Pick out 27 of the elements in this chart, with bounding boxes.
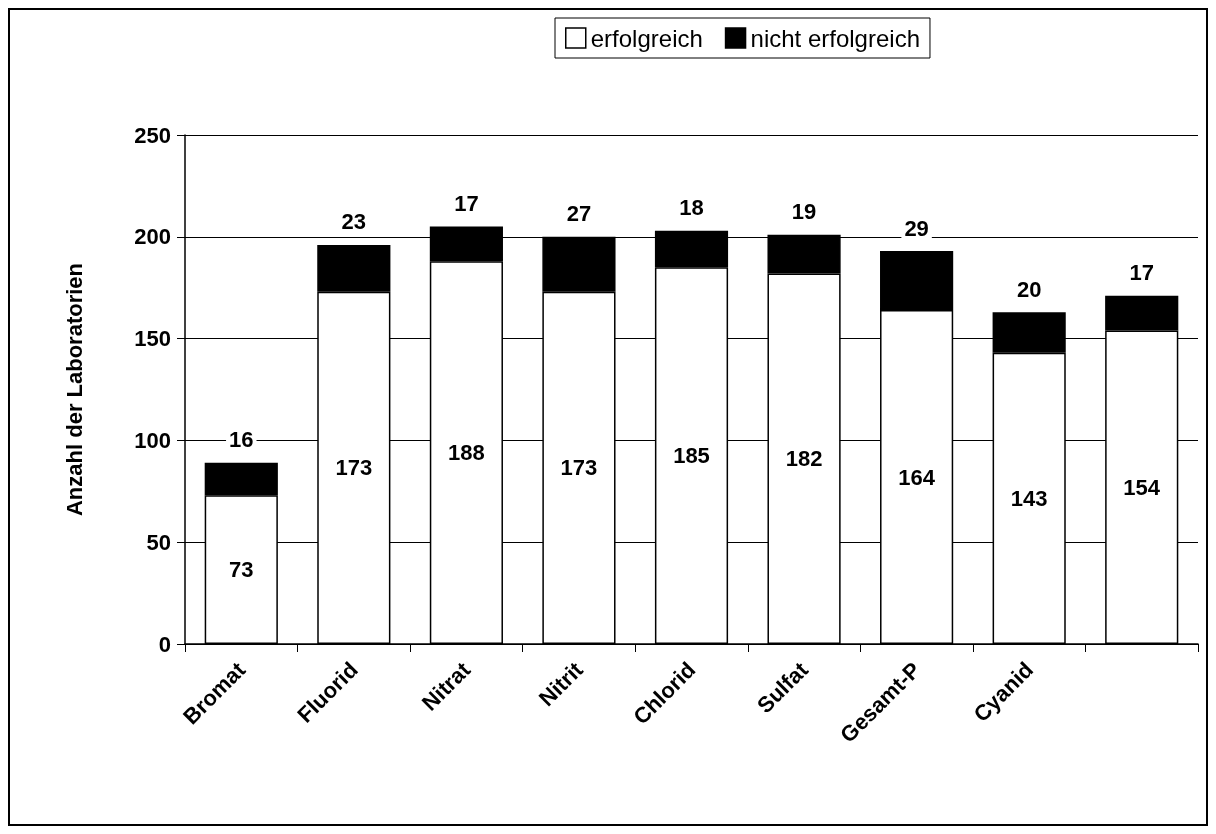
data-label: 19 [791, 199, 817, 225]
legend-label: nicht erfolgreich [750, 24, 920, 52]
data-label: 173 [560, 455, 598, 481]
data-label: 173 [335, 455, 373, 481]
data-label: 143 [1010, 485, 1048, 511]
data-label: 154 [1123, 474, 1161, 500]
data-label: 20 [1016, 276, 1042, 302]
data-label: 73 [229, 557, 254, 583]
y-tick-label: 100 [134, 427, 171, 453]
y-tick-label: 0 [158, 631, 171, 657]
data-label: 164 [898, 464, 936, 490]
data-label: 18 [679, 195, 704, 221]
legend-label: erfolgreich [590, 24, 703, 52]
data-label: 17 [1129, 260, 1154, 286]
data-label: 17 [454, 191, 479, 217]
y-axis-title: Anzahl der Laboratorien [61, 262, 87, 517]
data-label: 185 [673, 443, 710, 469]
data-label: 182 [785, 446, 823, 472]
data-label: 16 [229, 427, 254, 453]
y-tick-label: 250 [134, 122, 171, 148]
y-tick-label: 150 [134, 326, 171, 352]
data-label: 27 [566, 201, 592, 227]
data-label: 23 [341, 209, 367, 235]
y-tick-label: 50 [146, 529, 171, 555]
y-tick-label: 200 [134, 224, 171, 250]
data-label: 29 [904, 215, 929, 241]
data-label: 188 [448, 440, 485, 466]
